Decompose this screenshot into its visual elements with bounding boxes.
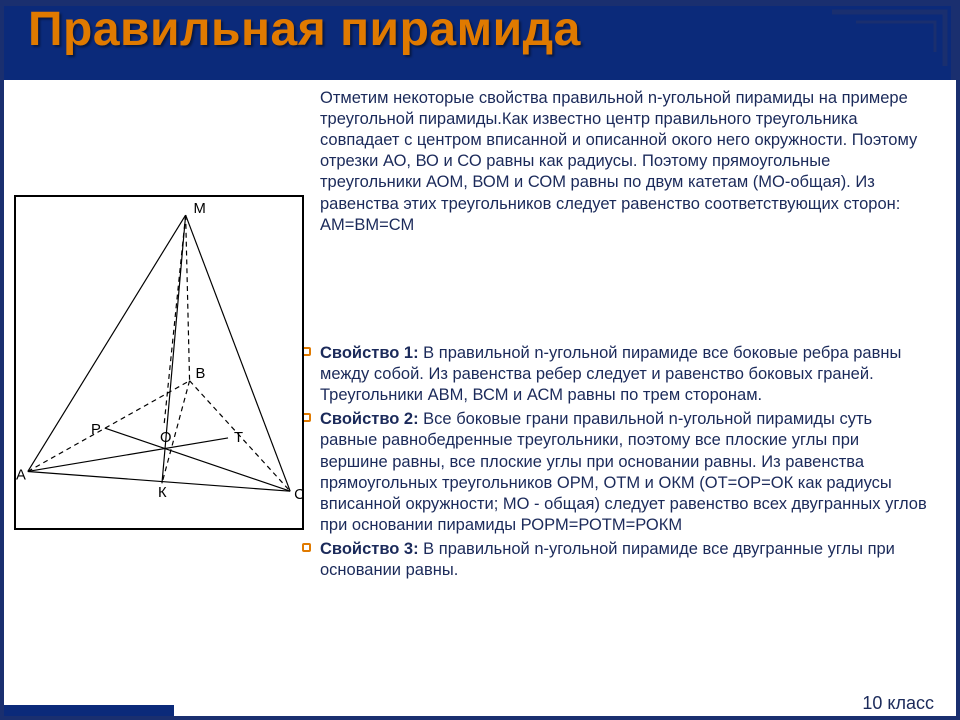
- svg-text:Т: Т: [234, 430, 243, 446]
- property-label: Свойство 1:: [320, 344, 419, 362]
- svg-text:К: К: [158, 485, 167, 501]
- svg-text:В: В: [195, 366, 205, 382]
- grade-label: 10 класс: [862, 693, 934, 714]
- slide-title: Правильная пирамида: [28, 2, 581, 57]
- svg-text:М: М: [194, 201, 206, 217]
- property-text: Все боковые грани правильной n-угольной …: [320, 410, 927, 534]
- property-2: Свойство 2: Все боковые грани правильной…: [320, 409, 930, 536]
- svg-text:О: О: [160, 430, 172, 446]
- properties-list: Свойство 1: В правильной n-угольной пира…: [320, 343, 930, 584]
- property-label: Свойство 3:: [320, 540, 419, 558]
- svg-text:А: А: [16, 467, 26, 483]
- property-1: Свойство 1: В правильной n-угольной пира…: [320, 343, 930, 406]
- property-3: Свойство 3: В правильной n-угольной пира…: [320, 539, 930, 581]
- bottom-left-tab: [4, 705, 174, 716]
- pyramid-svg: М А С В О Р Т К: [16, 197, 302, 528]
- intro-paragraph: Отметим некоторые свойства правильной n-…: [320, 88, 930, 236]
- svg-text:С: С: [294, 487, 302, 503]
- bullet-marker-icon: [302, 543, 311, 552]
- property-label: Свойство 2:: [320, 410, 419, 428]
- pyramid-diagram: М А С В О Р Т К: [14, 195, 304, 530]
- svg-text:Р: Р: [91, 422, 101, 438]
